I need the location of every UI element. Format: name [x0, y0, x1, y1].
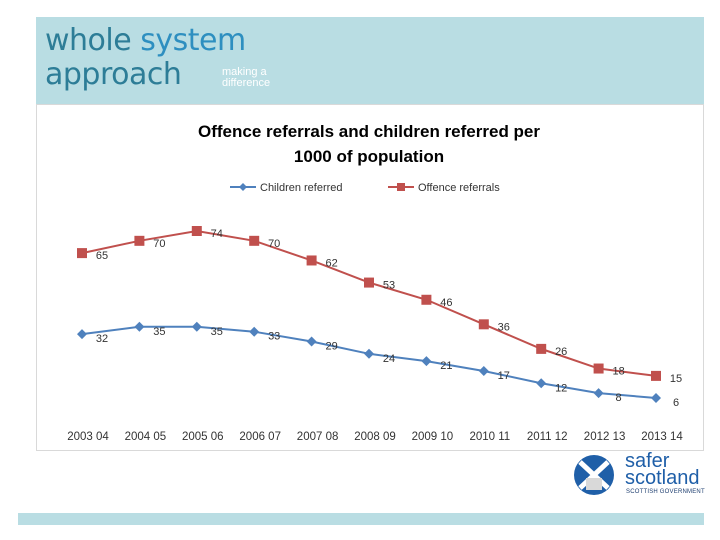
x-axis: 2003 04 2004 05 2005 06 2006 07 2007 08 2008 …: [67, 431, 683, 443]
data-point-offence-2: [191, 226, 202, 236]
tagline-line2: difference: [222, 77, 271, 89]
data-point-offence-8: [536, 343, 547, 354]
data-point-offence-9: [593, 363, 604, 374]
footer-bar: [18, 513, 704, 525]
data-label-children-8: 12: [555, 382, 567, 394]
data-label-children-3: 33: [268, 331, 280, 343]
data-point-offence-10: [651, 370, 661, 381]
x-tick-label-8: 2011 12: [527, 431, 568, 443]
data-label-children-10: 6: [673, 397, 679, 409]
data-point-children-4: [306, 336, 317, 347]
chart-frame: [36, 104, 704, 451]
legend-marker-1: [397, 183, 405, 191]
chart-title-line1: Offence referrals and children referred …: [198, 122, 540, 141]
data-point-children-7: [478, 365, 489, 376]
data-label-offence-8: 26: [555, 346, 567, 358]
data-point-children-0: [77, 329, 87, 340]
data-point-children-10: [651, 393, 661, 403]
data-label-children-9: 8: [616, 392, 622, 404]
legend-label-0: Children referred: [260, 182, 343, 194]
data-label-children-7: 17: [498, 370, 510, 382]
series-line-0: [81, 325, 657, 399]
series-layer: 32 35 35 33 29 24 21 17 12 8 6 65 70 74 70 62 53 46 36 26 18…: [77, 226, 682, 409]
brand-word-system: system: [140, 23, 246, 58]
x-tick-label-7: 2010 11: [469, 431, 510, 443]
x-tick-label-9: 2012 13: [584, 431, 626, 443]
data-label-offence-6: 46: [440, 297, 452, 309]
data-label-offence-7: 36: [498, 321, 510, 333]
legend-marker-0: [239, 183, 247, 191]
data-point-children-5: [364, 348, 374, 359]
brand-word-approach: approach: [45, 57, 182, 92]
brand-title-line1: whole system: [45, 24, 246, 58]
data-label-children-2: 35: [211, 326, 223, 338]
logo-subtitle: SCOTTISH GOVERNMENT: [626, 489, 705, 495]
data-point-offence-3: [249, 235, 260, 246]
x-tick-label-5: 2008 09: [354, 431, 396, 443]
data-label-children-0: 32: [96, 333, 108, 345]
data-point-children-3: [249, 326, 260, 337]
data-label-offence-10: 15: [670, 373, 682, 385]
data-point-children-1: [134, 321, 145, 332]
header-band: [36, 17, 704, 104]
x-tick-label-10: 2013 14: [641, 431, 683, 443]
data-label-offence-5: 53: [383, 280, 395, 292]
data-label-offence-1: 70: [153, 238, 165, 250]
data-point-offence-0: [77, 248, 87, 259]
chart-legend: Children referred Offence referrals: [230, 182, 500, 194]
x-tick-label-6: 2009 10: [412, 431, 454, 443]
chart-title-line2: 1000 of population: [294, 147, 444, 166]
x-tick-label-1: 2004 05: [125, 431, 167, 443]
x-tick-label-0: 2003 04: [67, 431, 109, 443]
logo-word-scotland: scotland: [625, 467, 700, 489]
data-point-children-8: [536, 378, 547, 389]
x-tick-label-4: 2007 08: [297, 431, 339, 443]
data-point-children-9: [593, 388, 604, 399]
data-point-children-2: [191, 321, 202, 332]
data-label-offence-2: 74: [211, 228, 223, 240]
data-label-children-5: 24: [383, 353, 395, 365]
data-label-offence-9: 18: [612, 366, 624, 378]
data-label-offence-0: 65: [96, 250, 108, 262]
brand-word-whole: whole: [45, 23, 132, 58]
x-tick-label-2: 2005 06: [182, 431, 224, 443]
saltire-logo-icon: [574, 455, 614, 495]
data-point-offence-5: [364, 277, 374, 288]
data-point-children-6: [421, 356, 432, 367]
data-label-children-4: 29: [325, 341, 337, 353]
data-point-offence-4: [306, 255, 317, 266]
x-tick-label-3: 2006 07: [239, 431, 281, 443]
data-label-offence-3: 70: [268, 238, 280, 250]
data-point-offence-6: [421, 294, 432, 305]
tagline-line1: making a: [222, 66, 267, 78]
logo-word-safer: safer: [625, 450, 670, 472]
data-point-offence-1: [134, 235, 145, 246]
data-label-offence-4: 62: [325, 257, 337, 269]
data-label-children-6: 21: [440, 360, 452, 372]
data-label-children-1: 35: [153, 326, 165, 338]
data-point-offence-7: [478, 319, 489, 330]
legend-label-1: Offence referrals: [418, 182, 500, 194]
tagline: making a difference: [222, 67, 270, 89]
